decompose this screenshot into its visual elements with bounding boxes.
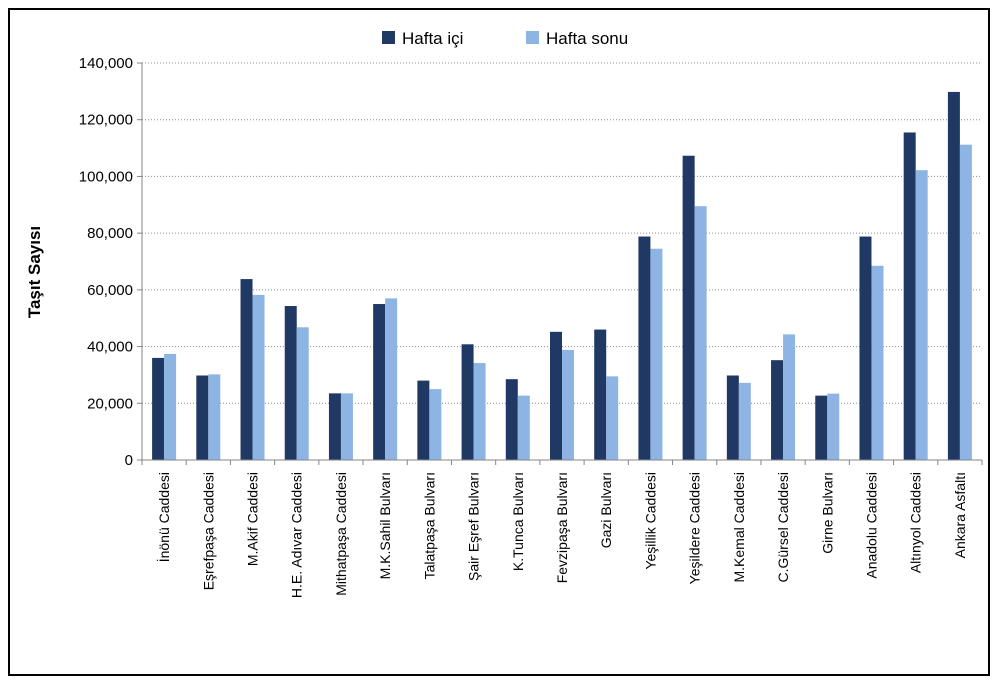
y-tick-label: 60,000	[87, 282, 133, 299]
bar-hafta-sonu	[296, 327, 309, 460]
bar-hafta-sonu	[562, 349, 574, 460]
x-tick-label: Şair Eşref Bulvarı	[466, 472, 482, 581]
legend-label: Hafta içi	[402, 29, 463, 48]
legend-swatch	[382, 31, 395, 44]
x-tick-label: Yeşillik Caddesi	[642, 472, 658, 570]
bar-hafta-ici	[594, 329, 607, 460]
y-tick-label: 100,000	[79, 168, 133, 185]
legend: Hafta içi Hafta sonu	[382, 29, 628, 48]
bar-hafta-sonu	[827, 393, 840, 460]
y-tick-label: 20,000	[87, 395, 133, 412]
bar-hafta-sonu	[517, 395, 530, 460]
bar-hafta-ici	[859, 236, 872, 460]
bar-hafta-ici	[903, 132, 916, 460]
axes	[141, 63, 983, 465]
x-tick-label: Fevzipaşa Bulvarı	[554, 472, 570, 583]
y-axis-title: Taşıt Sayısı	[25, 226, 44, 318]
x-tick-label: Eşrefpaşa Caddesi	[200, 472, 216, 590]
bar-hafta-ici	[328, 393, 341, 460]
x-tick-label: Girne Bulvarı	[819, 472, 835, 554]
bar-hafta-ici	[550, 331, 562, 460]
bar-hafta-ici	[461, 344, 474, 460]
y-tick-label: 40,000	[87, 339, 133, 356]
bar-hafta-ici	[771, 360, 784, 460]
y-tick-label: 140,000	[79, 55, 133, 72]
bar-hafta-sonu	[252, 294, 265, 460]
bar-hafta-sonu	[385, 298, 398, 460]
x-tick-label: İnönü Caddesi	[155, 472, 172, 562]
bar-hafta-ici	[152, 357, 165, 460]
bar-hafta-ici	[284, 306, 297, 460]
bar-hafta-sonu	[694, 206, 707, 460]
bar-hafta-sonu	[429, 389, 442, 460]
x-tick-label: Anadolu Caddesi	[863, 472, 879, 579]
bar-hafta-sonu	[606, 376, 619, 460]
x-tick-label: Gazi Bulvarı	[598, 472, 614, 548]
bar-hafta-sonu	[650, 248, 663, 460]
bar-chart: 0 20,000 40,000 60,000 80,000 100,000 120,000 1…	[25, 29, 983, 598]
bar-hafta-sonu	[340, 393, 353, 460]
x-tick-label: M.Kemal Caddesi	[731, 472, 747, 583]
y-tick-label: 0	[125, 452, 133, 469]
bar-hafta-sonu	[915, 170, 928, 460]
bar-hafta-sonu	[208, 374, 221, 460]
bars	[152, 91, 972, 461]
bar-hafta-sonu	[164, 353, 177, 460]
x-tick-label: K.Tunca Bulvarı	[510, 472, 526, 571]
bar-hafta-ici	[947, 91, 960, 460]
bar-hafta-sonu	[473, 363, 486, 460]
bar-hafta-sonu	[959, 144, 972, 460]
legend-swatch	[526, 31, 539, 44]
chart-frame: 0 20,000 40,000 60,000 80,000 100,000 120,000 1…	[8, 8, 990, 676]
y-axis-ticks: 0 20,000 40,000 60,000 80,000 100,000 120,000 1…	[79, 55, 142, 469]
x-tick-label: M.K.Sahil Bulvarı	[377, 472, 393, 579]
y-tick-label: 120,000	[79, 112, 133, 129]
x-tick-label: Talatpaşa Bulvarı	[421, 472, 437, 579]
x-tick-label: M.Akif Caddesi	[245, 472, 261, 566]
y-tick-label: 80,000	[87, 225, 133, 242]
x-tick-label: H.E. Adıvar Caddesi	[289, 472, 305, 598]
x-tick-label: Mithatpaşa Caddesi	[333, 472, 349, 596]
bar-hafta-ici	[726, 375, 739, 460]
x-tick-label: Altınyol Caddesi	[908, 472, 924, 573]
bar-hafta-sonu	[738, 382, 751, 460]
bar-hafta-ici	[682, 155, 695, 461]
bar-hafta-ici	[240, 279, 253, 460]
x-axis-labels: İnönü Caddesi Eşrefpaşa Caddesi M.Akif Cad…	[155, 472, 968, 598]
x-tick-label: Yeşildere Caddesi	[687, 472, 703, 584]
legend-label: Hafta sonu	[546, 29, 628, 48]
bar-hafta-sonu	[783, 334, 796, 460]
bar-hafta-ici	[638, 236, 651, 460]
bar-hafta-ici	[196, 375, 209, 460]
bar-hafta-sonu	[871, 265, 884, 460]
x-tick-label: C.Gürsel Caddesi	[775, 472, 791, 583]
bar-hafta-ici	[505, 379, 518, 460]
x-tick-label: Ankara Asfaltı	[952, 472, 968, 558]
bar-hafta-ici	[417, 380, 430, 460]
bar-hafta-ici	[373, 304, 386, 460]
bar-hafta-ici	[815, 395, 828, 460]
